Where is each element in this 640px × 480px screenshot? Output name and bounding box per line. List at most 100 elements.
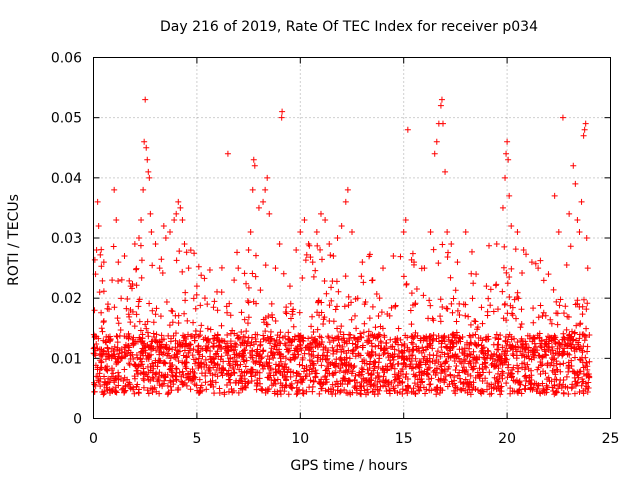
data-point-marker: [357, 330, 364, 337]
data-point-marker: [175, 198, 182, 205]
x-tick-labels: 0 5 10 15 20 25: [89, 431, 619, 447]
data-point-marker: [98, 325, 105, 332]
data-point-marker: [127, 306, 134, 313]
data-point-marker: [138, 257, 145, 264]
data-point-marker: [584, 348, 591, 355]
data-point-marker: [152, 357, 159, 364]
data-point-marker: [547, 348, 554, 355]
data-point-marker: [390, 253, 397, 260]
data-point-marker: [351, 377, 358, 384]
data-point-marker: [348, 316, 355, 323]
data-point-marker: [413, 343, 420, 350]
data-point-marker: [429, 315, 436, 322]
data-point-marker: [450, 295, 457, 302]
data-point-marker: [117, 327, 124, 334]
data-point-marker: [381, 379, 388, 386]
data-point-marker: [240, 350, 247, 357]
data-point-marker: [544, 362, 551, 369]
data-point-marker: [239, 380, 246, 387]
data-point-marker: [248, 366, 255, 373]
data-point-marker: [371, 363, 378, 370]
data-point-marker: [115, 259, 122, 266]
data-point-marker: [359, 344, 366, 351]
data-point-marker: [554, 310, 561, 317]
data-point-marker: [333, 303, 340, 310]
data-point-marker: [378, 345, 385, 352]
data-point-marker: [502, 300, 509, 307]
data-point-marker: [195, 348, 202, 355]
data-point-marker: [575, 374, 582, 381]
data-point-marker: [397, 368, 404, 375]
data-point-marker: [241, 316, 248, 323]
data-point-marker: [380, 366, 387, 373]
data-point-marker: [190, 295, 197, 302]
data-point-marker: [212, 379, 219, 386]
data-point-marker: [396, 353, 403, 360]
data-point-marker: [422, 390, 429, 397]
data-point-marker: [296, 361, 303, 368]
data-point-marker: [563, 261, 570, 268]
data-point-marker: [317, 210, 324, 217]
data-point-marker: [251, 162, 258, 169]
data-point-marker: [179, 341, 186, 348]
data-point-marker: [166, 366, 173, 373]
data-point-marker: [377, 338, 384, 345]
data-point-marker: [449, 339, 456, 346]
data-point-marker: [293, 391, 300, 398]
data-point-marker: [580, 331, 587, 338]
data-point-marker: [103, 333, 110, 340]
data-point-marker: [147, 210, 154, 217]
data-point-marker: [129, 351, 136, 358]
data-point-marker: [392, 376, 399, 383]
data-point-marker: [499, 204, 506, 211]
data-point-marker: [106, 353, 113, 360]
data-point-marker: [503, 342, 510, 349]
data-point-marker: [140, 186, 147, 193]
data-point-marker: [506, 293, 513, 300]
data-point-marker: [408, 321, 415, 328]
data-point-marker: [359, 358, 366, 365]
data-point-marker: [522, 346, 529, 353]
data-point-marker: [486, 242, 493, 249]
data-point-marker: [578, 198, 585, 205]
data-point-marker: [209, 377, 216, 384]
data-point-marker: [262, 389, 269, 396]
data-point-marker: [579, 359, 586, 366]
data-point-marker: [303, 388, 310, 395]
data-point-marker: [360, 366, 367, 373]
data-point-marker: [400, 273, 407, 280]
data-point-marker: [439, 304, 446, 311]
data-point-marker: [271, 343, 278, 350]
data-point-marker: [182, 363, 189, 370]
data-point-marker: [97, 351, 104, 358]
data-point-marker: [114, 339, 121, 346]
data-point-marker: [440, 376, 447, 383]
data-point-marker: [283, 377, 290, 384]
data-point-marker: [301, 350, 308, 357]
data-point-marker: [236, 366, 243, 373]
data-point-marker: [312, 373, 319, 380]
x-tick-label: 20: [498, 431, 516, 447]
data-point-marker: [541, 387, 548, 394]
data-point-marker: [143, 325, 150, 332]
data-point-marker: [127, 283, 134, 290]
data-point-marker: [581, 126, 588, 133]
data-point-marker: [469, 366, 476, 373]
data-point-marker: [520, 247, 527, 254]
data-point-marker: [494, 370, 501, 377]
data-point-marker: [156, 339, 163, 346]
data-point-marker: [572, 354, 579, 361]
data-point-marker: [245, 379, 252, 386]
data-point-marker: [417, 359, 424, 366]
data-point-marker: [336, 342, 343, 349]
data-point-marker: [583, 325, 590, 332]
data-point-marker: [329, 391, 336, 398]
data-point-marker: [566, 331, 573, 338]
data-point-marker: [250, 298, 257, 305]
data-point-marker: [216, 343, 223, 350]
data-point-marker: [332, 306, 339, 313]
data-point-marker: [133, 367, 140, 374]
data-point-marker: [573, 337, 580, 344]
data-point-marker: [433, 335, 440, 342]
data-point-marker: [464, 353, 471, 360]
